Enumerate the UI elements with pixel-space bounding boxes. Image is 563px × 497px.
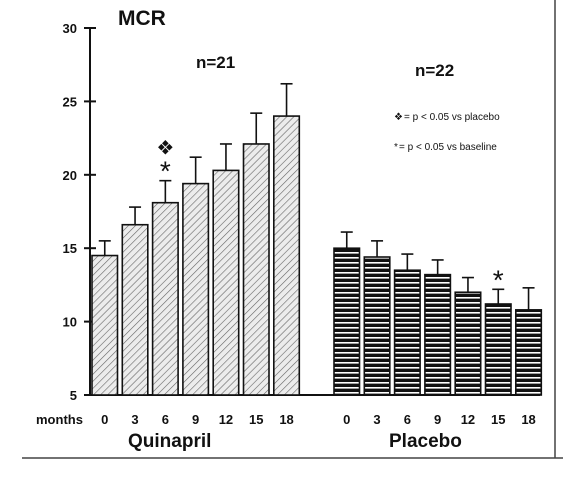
bar-quinapril-9 <box>182 182 210 396</box>
y-tick-label: 30 <box>63 21 77 36</box>
category-label: 15 <box>249 412 263 427</box>
bar-quinapril-3 <box>121 223 149 396</box>
bar-placebo-15 <box>484 303 512 396</box>
bar-quinapril-12 <box>212 169 240 396</box>
bar-placebo-18 <box>514 309 543 396</box>
category-label: 18 <box>521 412 535 427</box>
chart-title: MCR <box>118 7 166 30</box>
category-label: 15 <box>491 412 505 427</box>
placebo-n-label: n=22 <box>415 61 454 80</box>
y-tick-label: 5 <box>70 388 77 403</box>
category-label: 0 <box>101 412 108 427</box>
legend-symbol-placebo: ❖ <box>394 112 403 123</box>
bar-placebo-3 <box>363 256 391 396</box>
x-axis-label: months <box>36 412 83 427</box>
legend-symbol-baseline: * <box>394 142 398 153</box>
legend: ❖ = p < 0.05 vs placebo * = p < 0.05 vs … <box>394 112 500 153</box>
bar-placebo-6 <box>393 269 421 396</box>
significance-diamond-marker: ❖ <box>156 138 174 160</box>
placebo-group-label: Placebo <box>389 431 462 452</box>
y-tick-label: 15 <box>63 241 77 256</box>
y-tick-label: 25 <box>63 94 77 109</box>
significance-star-marker: * <box>160 156 171 187</box>
category-labels: 0 3 6 9 12 15 18 0 3 6 9 12 15 18 <box>101 412 536 427</box>
y-tick-label: 20 <box>63 168 77 183</box>
y-axis-ticks: 5 10 15 20 25 30 <box>63 21 96 403</box>
category-label: 12 <box>219 412 233 427</box>
legend-text-baseline: = p < 0.05 vs baseline <box>399 142 497 153</box>
category-label: 3 <box>373 412 380 427</box>
bar-placebo-9 <box>424 273 452 396</box>
bar-placebo-12 <box>454 291 482 396</box>
bar-quinapril-0 <box>91 254 119 396</box>
quinapril-n-label: n=21 <box>196 53 235 72</box>
bar-quinapril-6 <box>151 201 179 396</box>
significance-star-marker: * <box>493 264 504 295</box>
quinapril-group-label: Quinapril <box>128 431 211 452</box>
category-label: 3 <box>131 412 138 427</box>
category-label: 6 <box>404 412 411 427</box>
bar-quinapril-15 <box>242 143 270 396</box>
significance-markers: *❖* <box>156 138 503 296</box>
category-label: 9 <box>192 412 199 427</box>
category-label: 12 <box>461 412 475 427</box>
category-label: 18 <box>279 412 293 427</box>
bars <box>91 82 543 396</box>
category-label: 6 <box>162 412 169 427</box>
y-tick-label: 10 <box>63 315 77 330</box>
legend-text-placebo: = p < 0.05 vs placebo <box>404 112 500 123</box>
bar-placebo-0 <box>333 247 361 396</box>
bar-quinapril-18 <box>272 115 301 396</box>
category-label: 9 <box>434 412 441 427</box>
category-label: 0 <box>343 412 350 427</box>
